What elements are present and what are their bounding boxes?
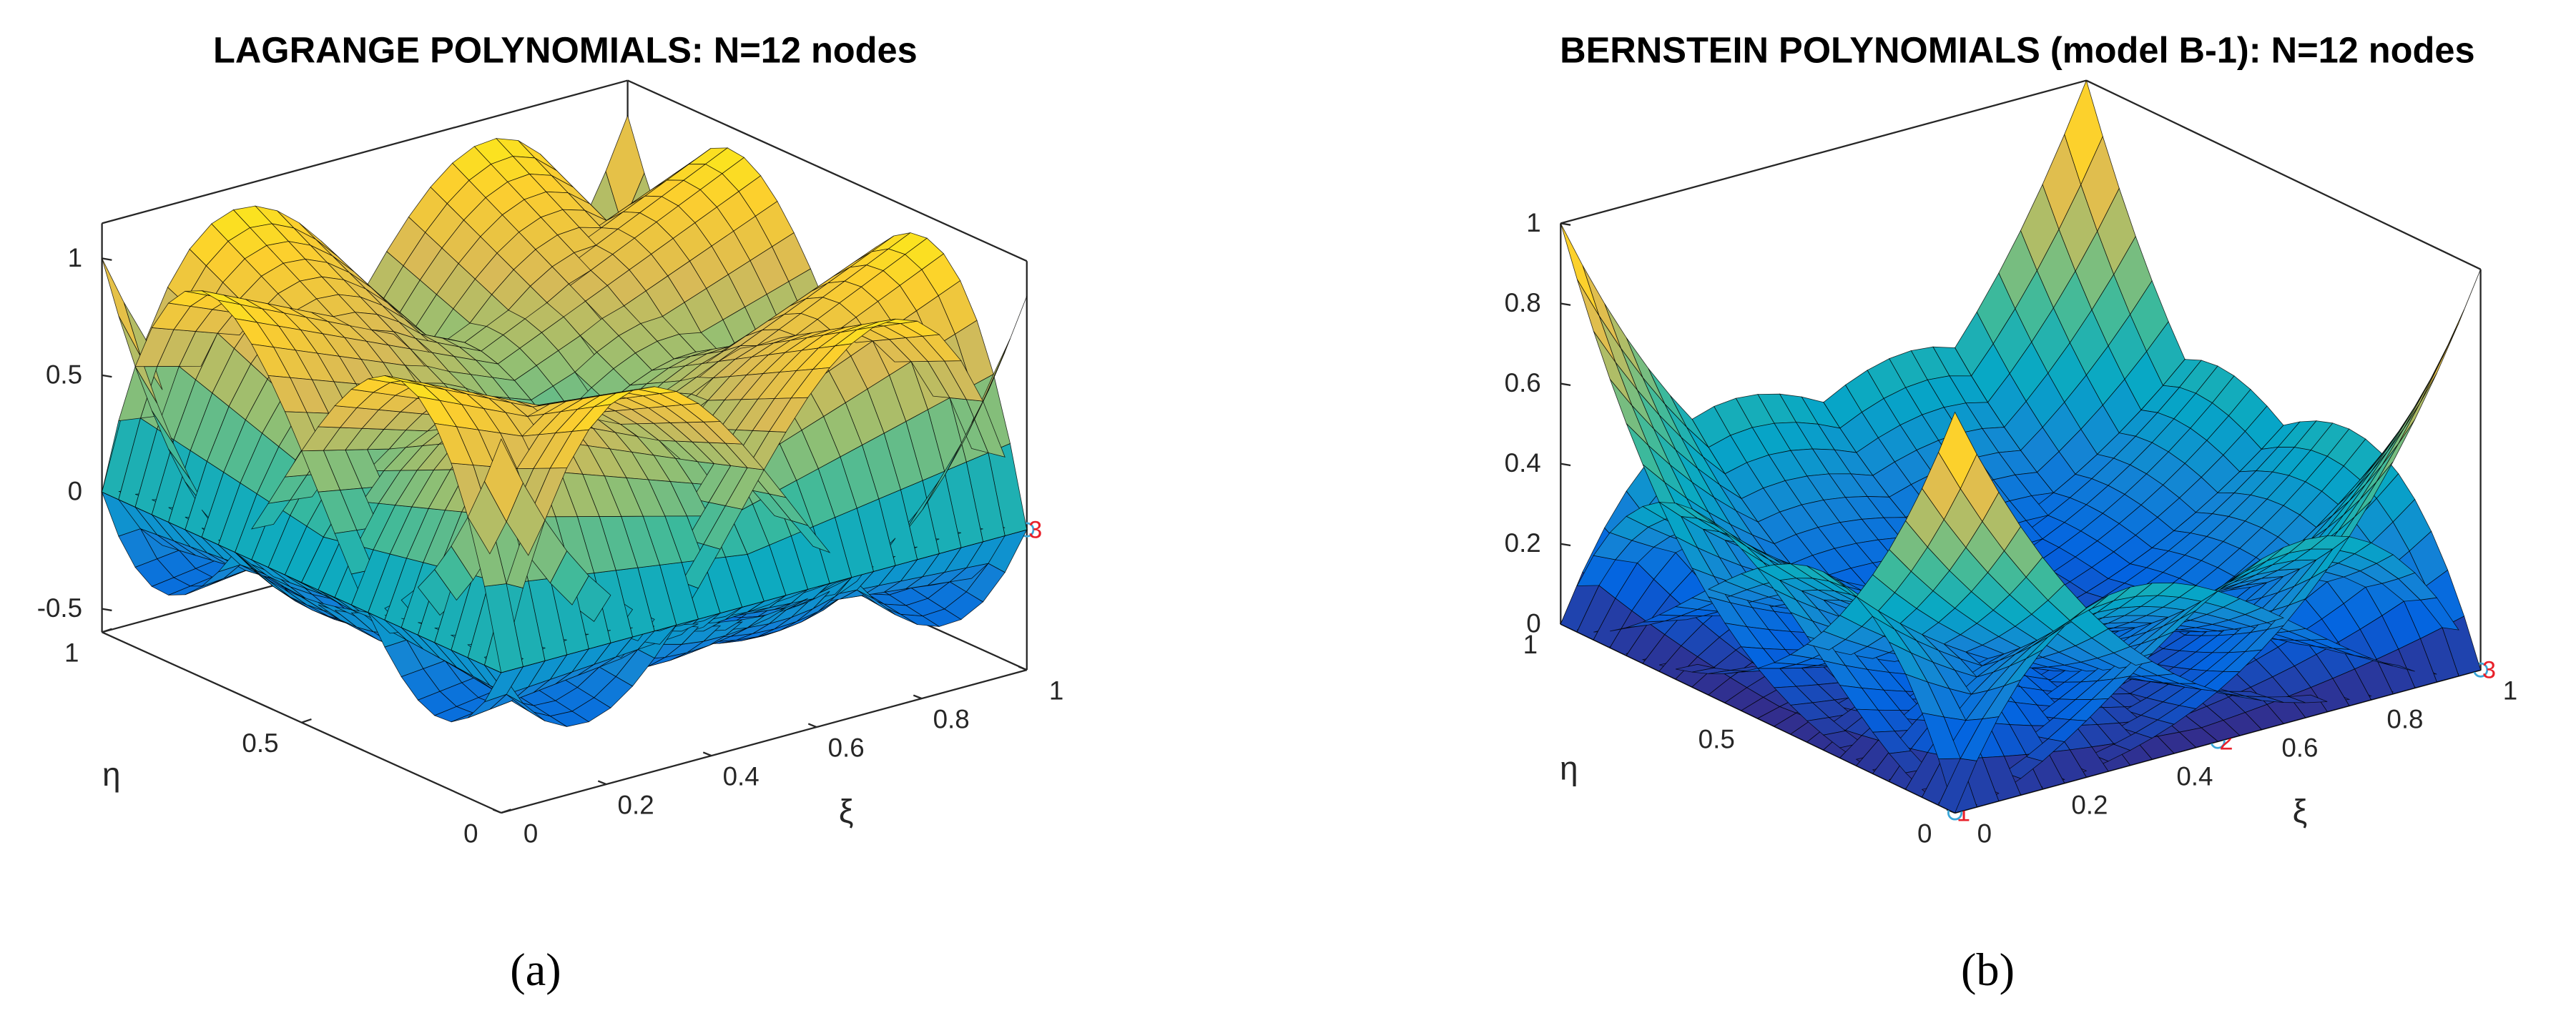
z-tick	[102, 608, 112, 612]
x-tick	[702, 751, 712, 757]
node-label: 3	[1028, 517, 1042, 544]
z-tick-label: 1	[68, 243, 82, 272]
x-axis	[501, 669, 1028, 814]
z-tick-label: 0.5	[46, 360, 82, 389]
box-edge	[627, 79, 1028, 262]
x-tick-label: 0.4	[723, 761, 759, 791]
caption: (a)	[510, 944, 561, 995]
y-tick-label: 0.5	[242, 728, 278, 758]
x-tick	[1018, 666, 1028, 671]
chart-title: BERNSTEIN POLYNOMIALS (model B-1): N=12 …	[1560, 29, 2474, 70]
y-axis-label: η	[102, 756, 121, 793]
y-tick-label: 1	[64, 638, 79, 668]
chart-title: LAGRANGE POLYNOMIALS: N=12 nodes	[213, 29, 918, 70]
y-tick-label: 0	[463, 819, 478, 848]
y-tick	[501, 809, 511, 814]
x-tick	[492, 809, 502, 814]
x-tick-label: 0.2	[618, 790, 654, 819]
z-tick-label: -0.5	[37, 593, 82, 623]
x-tick-label: 1	[1049, 676, 1063, 706]
x-tick-label: 0.8	[933, 704, 970, 733]
caption: (b)	[1961, 944, 2015, 995]
x-tick	[913, 694, 923, 700]
x-tick	[597, 780, 607, 786]
y-tick	[102, 628, 112, 633]
x-tick-label: 0	[523, 819, 538, 848]
z-tick	[102, 374, 112, 378]
surface-patch	[102, 258, 141, 357]
z-tick	[102, 257, 112, 261]
z-tick-label: 0	[68, 477, 82, 506]
y-tick	[301, 718, 312, 723]
surface-patch	[605, 114, 645, 227]
surface-patch	[988, 296, 1028, 391]
x-tick	[807, 723, 817, 728]
x-tick-label: 0.6	[828, 733, 865, 762]
box-edge	[102, 79, 628, 224]
surface	[101, 114, 1028, 727]
x-axis-label: ξ	[839, 792, 854, 829]
